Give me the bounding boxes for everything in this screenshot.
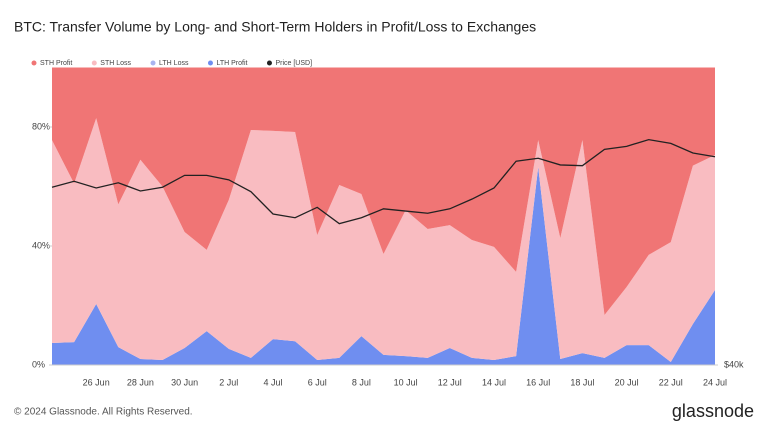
price-line xyxy=(51,138,716,225)
legend-swatch xyxy=(31,60,37,66)
chart-title: BTC: Transfer Volume by Long- and Short-… xyxy=(14,19,536,35)
x-tick-label: 20 Jul xyxy=(615,377,639,387)
area xyxy=(52,167,715,365)
area xyxy=(52,67,715,316)
x-tick-label: 30 Jun xyxy=(171,377,198,387)
x-tick-label: 24 Jul xyxy=(703,377,727,387)
legend-swatch xyxy=(207,60,213,66)
brand: glassnode xyxy=(672,401,754,421)
x-tick-label: 2 Jul xyxy=(219,377,238,387)
legend-swatch xyxy=(150,60,156,66)
area xyxy=(52,118,715,363)
legend-swatch xyxy=(91,60,97,66)
legend-label: LTH Loss xyxy=(159,60,189,67)
x-tick-label: 22 Jul xyxy=(659,377,683,387)
x-tick-label: 6 Jul xyxy=(308,377,327,387)
x-tick-label: 18 Jul xyxy=(570,377,594,387)
legend-label: Price [USD] xyxy=(275,60,312,67)
y-tick-label: 0% xyxy=(32,359,45,369)
x-tick-label: 12 Jul xyxy=(438,377,462,387)
x-tick-label: 28 Jun xyxy=(127,377,154,387)
legend-swatch xyxy=(266,60,272,66)
x-tick-label: 10 Jul xyxy=(394,377,418,387)
y2-tick-label: $40k xyxy=(724,359,744,369)
legend-label: LTH Profit xyxy=(216,60,247,67)
x-tick-label: 16 Jul xyxy=(526,377,550,387)
legend-label: STH Profit xyxy=(40,60,72,67)
x-tick-label: 14 Jul xyxy=(482,377,506,387)
x-tick-label: 4 Jul xyxy=(263,377,282,387)
x-tick-label: 8 Jul xyxy=(352,377,371,387)
legend-label: STH Loss xyxy=(100,60,131,67)
footer: © 2024 Glassnode. All Rights Reserved. xyxy=(14,407,193,418)
y-tick-label: 40% xyxy=(32,240,50,250)
x-tick-label: 26 Jun xyxy=(83,377,110,387)
y-tick-label: 80% xyxy=(32,121,50,131)
